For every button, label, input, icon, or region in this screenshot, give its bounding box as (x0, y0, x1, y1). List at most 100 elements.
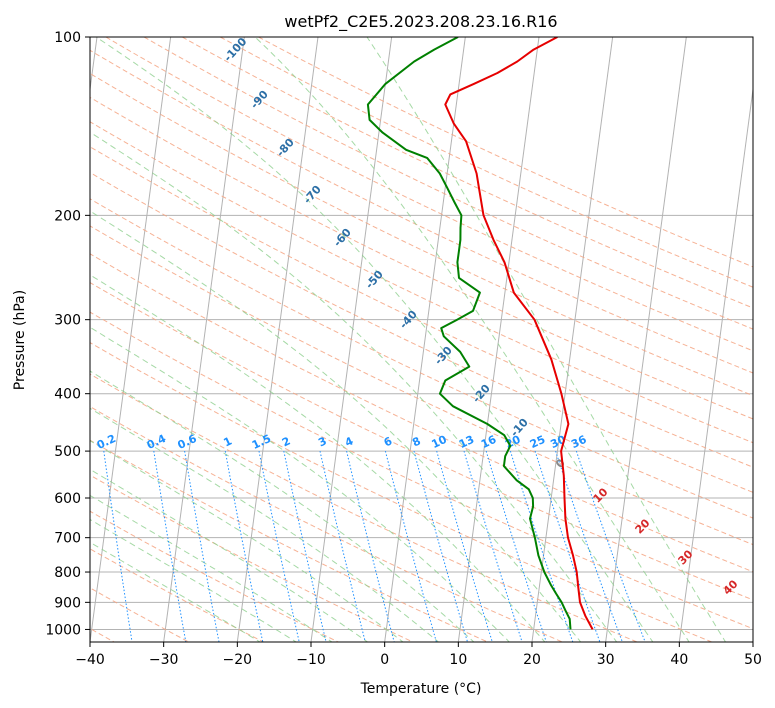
moist-adiabat-line (90, 494, 333, 642)
plot-area: -100-90-80-70-60-50-40-30-20-10010203040… (90, 35, 753, 642)
line-label: 16 (479, 433, 499, 451)
mixing-ratio-line (346, 450, 395, 642)
isotherm-line (678, 85, 753, 642)
x-axis-label: Temperature (°C) (360, 681, 482, 697)
line-label: -100 (221, 35, 249, 64)
dry-adiabat-line (105, 37, 753, 352)
moist-adiabat-line (90, 518, 298, 642)
isotherm-line (384, 37, 466, 642)
isotherm-line (605, 37, 687, 642)
isobar-grid (90, 37, 753, 630)
dry-adiabat-line (90, 146, 753, 468)
mixing-ratio-line (103, 451, 133, 642)
y-tick-label: 500 (54, 444, 81, 460)
line-label: 0.6 (176, 432, 199, 452)
mixing-ratio-line (509, 450, 574, 642)
dry-adiabat-line (90, 171, 753, 493)
x-tick-label: −10 (296, 652, 326, 668)
mixing-ratio-line (384, 450, 437, 642)
dry-adiabat-line (90, 225, 753, 546)
isotherm-line (457, 37, 540, 642)
line-label: -90 (248, 88, 271, 112)
line-label: 6 (382, 434, 395, 449)
mixing-ratio-line (224, 451, 264, 642)
mixing-ratio-line (283, 450, 327, 642)
y-tick-label: 700 (54, 531, 81, 547)
line-label: -20 (470, 382, 493, 406)
mixing-ratio-line (258, 451, 300, 642)
isotherm-line (236, 37, 319, 642)
mixing-ratio-line (153, 451, 187, 642)
moist-adiabat-line (95, 37, 654, 642)
moist-adiabat-line (254, 37, 690, 642)
x-tick-label: 20 (523, 652, 541, 668)
x-tick-label: 50 (744, 652, 762, 668)
x-tick-label: 10 (449, 652, 467, 668)
moist-adiabats (90, 37, 727, 642)
dry-adiabat-line (90, 406, 563, 642)
dewpoint-profile (366, 37, 572, 630)
mixing-ratio-line (463, 450, 523, 642)
line-label: -70 (301, 183, 324, 207)
y-tick-label: 100 (54, 30, 81, 46)
dry-adiabat-line (90, 342, 712, 642)
isotherm-line (90, 37, 98, 94)
mixing-ratio-lines (103, 450, 646, 642)
isotherm-line (90, 37, 172, 642)
mixing-ratio-line (413, 450, 468, 642)
dry-adiabat-line (90, 96, 753, 420)
dry-adiabat-line (181, 37, 753, 309)
y-tick-label: 400 (54, 387, 81, 403)
dry-adiabat-line (90, 281, 753, 601)
dry-adiabat-line (90, 72, 753, 397)
dry-adiabat-line (90, 198, 753, 519)
dry-adiabat-line (90, 253, 753, 573)
line-label: -50 (363, 268, 386, 292)
dry-adiabat-line (220, 37, 753, 288)
moist-adiabat-line (90, 370, 475, 642)
dry-adiabat-line (258, 37, 753, 268)
moist-adiabat-line (90, 440, 404, 642)
line-label: 0.2 (95, 432, 118, 452)
temperature-profile (444, 37, 594, 630)
x-tick-label: −40 (75, 652, 105, 668)
line-label: 40 (721, 577, 741, 597)
line-label: 36 (569, 433, 589, 451)
mixing-ratio-line (485, 450, 547, 642)
moist-adiabat-line (90, 210, 582, 642)
line-label: 20 (633, 516, 653, 536)
x-tick-label: 30 (597, 652, 615, 668)
line-label: 13 (457, 433, 476, 451)
dry-adiabat-line (143, 37, 753, 330)
isotherm-line (531, 37, 614, 642)
profiles (366, 37, 594, 630)
line-label: 3 (316, 434, 328, 449)
moist-adiabat-line (90, 131, 618, 642)
line-label: -80 (274, 136, 297, 160)
line-label: -40 (397, 308, 420, 332)
line-labels: -100-90-80-70-60-50-40-30-20-10010203040… (95, 35, 741, 598)
y-tick-label: 200 (54, 208, 81, 224)
dry-adiabat-line (90, 510, 339, 642)
dry-adiabat-line (90, 311, 753, 630)
mixing-ratio-line (319, 450, 366, 642)
y-tick-label: 800 (54, 565, 81, 581)
isotherm-grid (90, 37, 753, 642)
line-label: 10 (591, 485, 611, 505)
mixing-ratio-line (436, 450, 493, 642)
mixing-ratio-line (555, 450, 623, 642)
x-tick-label: 0 (380, 652, 389, 668)
moist-adiabat-line (90, 468, 369, 642)
dry-adiabat-line (90, 49, 753, 374)
x-tick-label: 40 (670, 652, 688, 668)
mixing-ratio-line (184, 451, 220, 642)
plot-frame (89, 36, 754, 643)
moist-adiabat-line (366, 37, 727, 642)
y-tick-label: 300 (54, 313, 81, 329)
line-label: 8 (410, 434, 422, 449)
y-tick-label: 1000 (45, 622, 81, 638)
moist-adiabat-line (90, 274, 546, 642)
line-label: 1.5 (250, 432, 273, 452)
y-axis-label: Pressure (hPa) (12, 290, 28, 390)
line-label: 20 (503, 433, 523, 451)
